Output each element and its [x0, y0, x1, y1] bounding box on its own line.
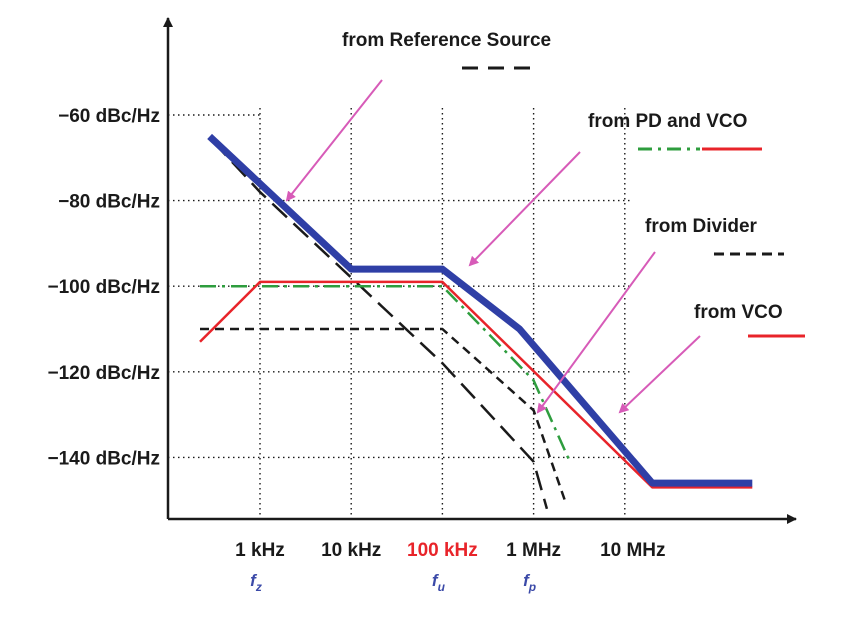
- annotation-arrows: [285, 79, 701, 414]
- x-tick-label: 10 kHz: [321, 540, 381, 561]
- x-tick-label: 1 MHz: [506, 540, 561, 561]
- x-tick-symbol: fz: [250, 571, 262, 594]
- x-tick-label: 1 kHz: [235, 540, 285, 561]
- legend-label-reference: from Reference Source: [342, 30, 551, 51]
- arrow-vco: [618, 335, 701, 414]
- legend-label-vco: from VCO: [694, 302, 783, 323]
- y-tick-label: −120 dBc/Hz: [48, 363, 160, 384]
- y-tick-label: −60 dBc/Hz: [58, 106, 160, 127]
- x-tick-symbol: fp: [523, 571, 536, 594]
- arrow-pd-vco: [468, 151, 581, 267]
- x-tick-labels: 1 kHz fz 10 kHz 100 kHz fu 1 MHz fp 10 MHz: [235, 540, 665, 594]
- arrow-reference: [285, 79, 383, 202]
- y-tick-labels: −60 dBc/Hz −80 dBc/Hz −100 dBc/Hz −120 dBc/…: [48, 106, 160, 469]
- grid-lines: [168, 108, 631, 519]
- series-line-from-pd-and-vco: [200, 284, 572, 463]
- series-line-total: [207, 133, 753, 487]
- y-tick-label: −140 dBc/Hz: [48, 448, 160, 469]
- x-tick-label: 100 kHz: [407, 540, 478, 561]
- y-tick-label: −80 dBc/Hz: [58, 192, 160, 213]
- series-line-from-reference-source: [211, 139, 549, 510]
- arrow-divider: [536, 251, 656, 414]
- x-tick-symbol: fu: [432, 571, 446, 594]
- series-line-from-divider: [200, 327, 566, 501]
- y-tick-label: −100 dBc/Hz: [48, 277, 160, 298]
- legend-label-pd-vco: from PD and VCO: [588, 111, 747, 132]
- x-tick-label: 10 MHz: [600, 540, 665, 561]
- legend: from Reference Source from PD and VCO fr…: [342, 30, 805, 338]
- legend-label-divider: from Divider: [645, 216, 758, 237]
- series-line-from-vco: [199, 280, 753, 489]
- series-layer: [199, 133, 753, 510]
